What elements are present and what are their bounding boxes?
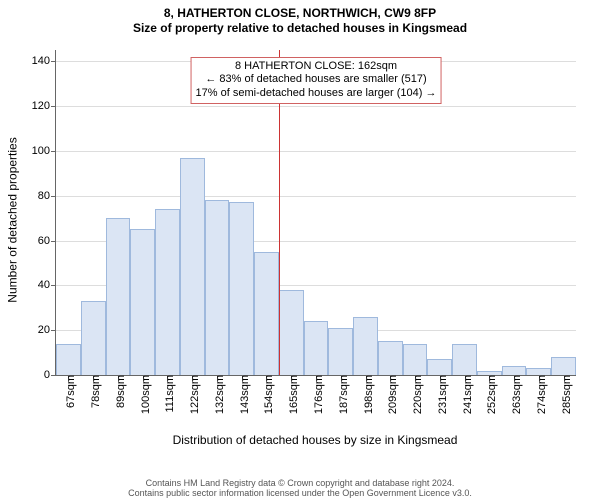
x-tick-label: 154sqm	[257, 375, 275, 414]
y-tick-label: 20	[38, 324, 56, 336]
x-tick-label: 89sqm	[109, 375, 127, 408]
histogram-bar	[279, 290, 304, 375]
histogram-bar	[378, 341, 403, 375]
y-tick-label: 140	[32, 55, 56, 67]
footer-line2: Contains public sector information licen…	[0, 488, 600, 498]
histogram-bar	[403, 344, 428, 375]
footer-line1: Contains HM Land Registry data © Crown c…	[0, 478, 600, 488]
y-tick-label: 120	[32, 100, 56, 112]
y-tick-label: 60	[38, 235, 56, 247]
y-tick-label: 80	[38, 190, 56, 202]
annotation-line3: 17% of semi-detached houses are larger (…	[196, 87, 437, 101]
x-tick-label: 209sqm	[381, 375, 399, 414]
histogram-bar	[502, 366, 527, 375]
x-tick-label: 187sqm	[332, 375, 350, 414]
chart-title-line1: 8, HATHERTON CLOSE, NORTHWICH, CW9 8FP	[0, 6, 600, 21]
x-tick-label: 263sqm	[505, 375, 523, 414]
x-tick-label: 100sqm	[134, 375, 152, 414]
y-tick-label: 100	[32, 145, 56, 157]
x-tick-label: 111sqm	[158, 375, 176, 413]
gridline	[56, 106, 576, 107]
x-tick-label: 132sqm	[208, 375, 226, 414]
x-tick-label: 122sqm	[183, 375, 201, 414]
x-tick-label: 78sqm	[84, 375, 102, 408]
histogram-bar	[130, 229, 155, 375]
y-axis-label: Number of detached properties	[5, 57, 19, 382]
histogram-bar	[106, 218, 131, 375]
annotation-line2: ← 83% of detached houses are smaller (51…	[196, 73, 437, 87]
x-tick-label: 198sqm	[357, 375, 375, 414]
plot-area: 02040608010012014067sqm78sqm89sqm100sqm1…	[55, 50, 576, 376]
histogram-bar	[205, 200, 230, 375]
histogram-bar	[254, 252, 279, 375]
chart-title-line2: Size of property relative to detached ho…	[0, 21, 600, 36]
x-tick-label: 285sqm	[555, 375, 573, 414]
histogram-bar	[551, 357, 576, 375]
histogram-bar	[229, 202, 254, 375]
y-tick-label: 0	[44, 369, 56, 381]
y-tick-label: 40	[38, 279, 56, 291]
x-tick-label: 67sqm	[59, 375, 77, 408]
annotation-box: 8 HATHERTON CLOSE: 162sqm← 83% of detach…	[191, 57, 442, 104]
x-tick-label: 274sqm	[530, 375, 548, 414]
x-tick-label: 143sqm	[233, 375, 251, 414]
histogram-bar	[180, 158, 205, 375]
gridline	[56, 151, 576, 152]
footer-attribution: Contains HM Land Registry data © Crown c…	[0, 478, 600, 499]
histogram-bar	[155, 209, 180, 375]
x-tick-label: 176sqm	[307, 375, 325, 414]
histogram-bar	[81, 301, 106, 375]
chart-title: 8, HATHERTON CLOSE, NORTHWICH, CW9 8FP S…	[0, 6, 600, 36]
histogram-bar	[427, 359, 452, 375]
x-tick-label: 165sqm	[282, 375, 300, 414]
histogram-bar	[304, 321, 329, 375]
annotation-line1: 8 HATHERTON CLOSE: 162sqm	[196, 60, 437, 74]
histogram-bar	[526, 368, 551, 375]
histogram-bar	[452, 344, 477, 375]
histogram-bar	[56, 344, 81, 375]
gridline	[56, 196, 576, 197]
histogram-bar	[353, 317, 378, 375]
histogram-bar	[328, 328, 353, 375]
chart-container: { "chart": { "type": "histogram", "title…	[0, 0, 600, 500]
x-tick-label: 220sqm	[406, 375, 424, 414]
x-tick-label: 252sqm	[480, 375, 498, 414]
x-tick-label: 231sqm	[431, 375, 449, 414]
x-tick-label: 241sqm	[456, 375, 474, 414]
x-axis-label: Distribution of detached houses by size …	[55, 433, 575, 447]
